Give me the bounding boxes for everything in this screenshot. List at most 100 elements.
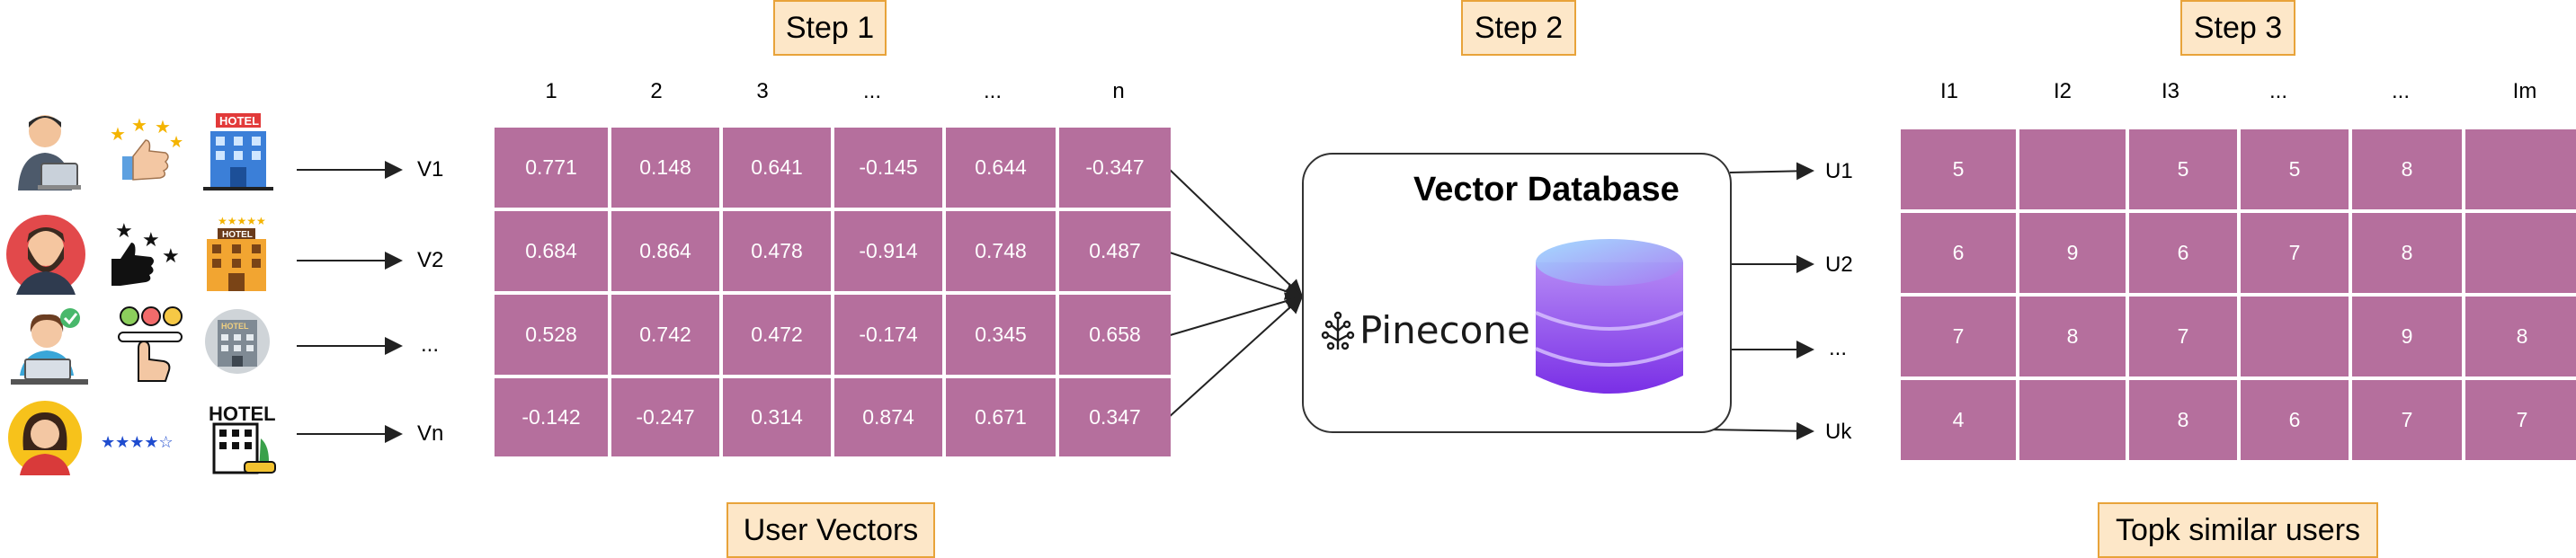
rating-cell: 5 xyxy=(2129,129,2237,209)
vector-cell: 0.864 xyxy=(611,211,719,291)
svg-text:★: ★ xyxy=(110,125,126,145)
rating-cell: 8 xyxy=(2352,129,2462,209)
user-label-2: U2 xyxy=(1825,252,1853,277)
rating-cell: 9 xyxy=(2019,213,2126,293)
svg-text:★: ★ xyxy=(155,118,171,137)
rating-cell: 8 xyxy=(2352,213,2462,293)
user-label-k: Uk xyxy=(1825,420,1852,444)
rating-cell: 4 xyxy=(1901,380,2016,460)
blue-hotel-icon: HOTEL xyxy=(201,111,275,195)
rating-cell xyxy=(2465,129,2576,209)
svg-text:★: ★ xyxy=(162,244,180,267)
rating-cell: 7 xyxy=(1901,297,2016,376)
vector-cell: -0.145 xyxy=(834,128,942,208)
vector-cell: 0.644 xyxy=(946,128,1056,208)
vector-column-header: 1 xyxy=(545,79,557,103)
item-column-header: ... xyxy=(2268,79,2287,103)
vector-cell: 0.671 xyxy=(946,378,1056,456)
vector-cell: 0.472 xyxy=(723,295,831,375)
vector-column-header: 3 xyxy=(756,79,769,103)
rating-cell xyxy=(2465,213,2576,293)
hotel-round-icon: HOTEL xyxy=(203,307,272,380)
rating-cell: 6 xyxy=(1901,213,2016,293)
similar-users-table: 5 5 5 8 6 9 6 7 8 7 8 7 9 8 4 8 6 7 7 xyxy=(1901,129,2576,460)
svg-text:★: ★ xyxy=(131,117,147,136)
vector-database-title: Vector Database xyxy=(1413,171,1680,208)
svg-text:★★★★☆: ★★★★☆ xyxy=(101,433,174,451)
rating-cell: 7 xyxy=(2129,297,2237,376)
vector-label-1: V1 xyxy=(417,157,444,182)
vector-cell: -0.247 xyxy=(611,378,719,456)
svg-text:HOTEL: HOTEL xyxy=(221,322,249,331)
rating-cell: 8 xyxy=(2129,380,2237,460)
vector-cell: -0.142 xyxy=(495,378,608,456)
man-with-laptop-icon xyxy=(11,111,83,195)
thumbs-up-stars-icon: ★ ★ ★ xyxy=(106,217,187,296)
bearded-man-icon xyxy=(5,214,86,299)
rating-cell: 7 xyxy=(2241,213,2349,293)
vector-cell: 0.347 xyxy=(1059,378,1171,456)
vector-cell: 0.771 xyxy=(495,128,608,208)
vector-cell: 0.742 xyxy=(611,295,719,375)
vector-cell: 0.528 xyxy=(495,295,608,375)
woman-at-laptop-icon xyxy=(7,306,94,393)
emoji-rating-slider-icon xyxy=(113,304,194,387)
rating-cell: 6 xyxy=(2241,380,2349,460)
svg-text:★★★★★: ★★★★★ xyxy=(218,215,266,227)
user-vectors-caption: User Vectors xyxy=(726,502,935,558)
user-label-1: U1 xyxy=(1825,159,1853,183)
vector-cell: 0.641 xyxy=(723,128,831,208)
item-column-header: I2 xyxy=(2053,79,2072,103)
item-column-header: Im xyxy=(2512,79,2537,103)
rating-cell: 8 xyxy=(2465,297,2576,376)
vector-cell: 0.874 xyxy=(834,378,942,456)
rating-cell xyxy=(2019,129,2126,209)
rating-cell: 6 xyxy=(2129,213,2237,293)
hotel-outline-icon: HOTEL xyxy=(205,403,279,481)
vector-cell: -0.174 xyxy=(834,295,942,375)
topk-caption: Topk similar users xyxy=(2098,502,2378,558)
vector-column-header: ... xyxy=(862,79,881,103)
vector-cell: 0.748 xyxy=(946,211,1056,291)
step3-label: Step 3 xyxy=(2180,0,2295,56)
vector-cell: 0.684 xyxy=(495,211,608,291)
database-cylinder-icon xyxy=(1530,235,1689,411)
rating-cell xyxy=(2241,297,2349,376)
user-label-3: ... xyxy=(1829,336,1848,360)
vector-label-2: V2 xyxy=(417,248,444,272)
svg-text:HOTEL: HOTEL xyxy=(209,403,276,425)
vector-label-3: ... xyxy=(421,332,440,357)
vector-column-header: n xyxy=(1112,79,1125,103)
rating-cell: 8 xyxy=(2019,297,2126,376)
svg-text:HOTEL: HOTEL xyxy=(219,114,259,128)
step1-label: Step 1 xyxy=(773,0,887,56)
rating-cell: 5 xyxy=(2241,129,2349,209)
vector-cell: 0.658 xyxy=(1059,295,1171,375)
rating-cell: 9 xyxy=(2352,297,2462,376)
svg-text:★: ★ xyxy=(169,133,183,151)
item-column-header: I3 xyxy=(2161,79,2179,103)
vector-cell: 0.478 xyxy=(723,211,831,291)
item-column-header: I1 xyxy=(1939,79,1958,103)
vector-cell: 0.314 xyxy=(723,378,831,456)
user-vectors-table: 0.771 0.148 0.641 -0.145 0.644 -0.347 0.… xyxy=(495,128,1171,456)
pinecone-brand: Pinecone xyxy=(1359,308,1530,352)
orange-hotel-icon: ★★★★★ HOTEL xyxy=(198,214,275,299)
step2-label: Step 2 xyxy=(1461,0,1576,56)
five-star-rating-icon: ★★★★☆ xyxy=(101,431,182,456)
rating-cell: 7 xyxy=(2352,380,2462,460)
item-column-header: ... xyxy=(2391,79,2410,103)
vector-cell: 0.487 xyxy=(1059,211,1171,291)
vector-cell: -0.914 xyxy=(834,211,942,291)
rating-cell: 5 xyxy=(1901,129,2016,209)
pinecone-logo-icon xyxy=(1320,308,1356,358)
vector-column-header: ... xyxy=(983,79,1002,103)
vector-cell: -0.347 xyxy=(1059,128,1171,208)
svg-text:★: ★ xyxy=(142,228,160,251)
vector-column-header: 2 xyxy=(650,79,663,103)
thumbs-up-stars-icon: ★ ★ ★ ★ xyxy=(106,116,187,190)
vector-label-n: Vn xyxy=(417,421,444,446)
svg-text:★: ★ xyxy=(115,219,133,242)
svg-text:HOTEL: HOTEL xyxy=(222,230,253,240)
